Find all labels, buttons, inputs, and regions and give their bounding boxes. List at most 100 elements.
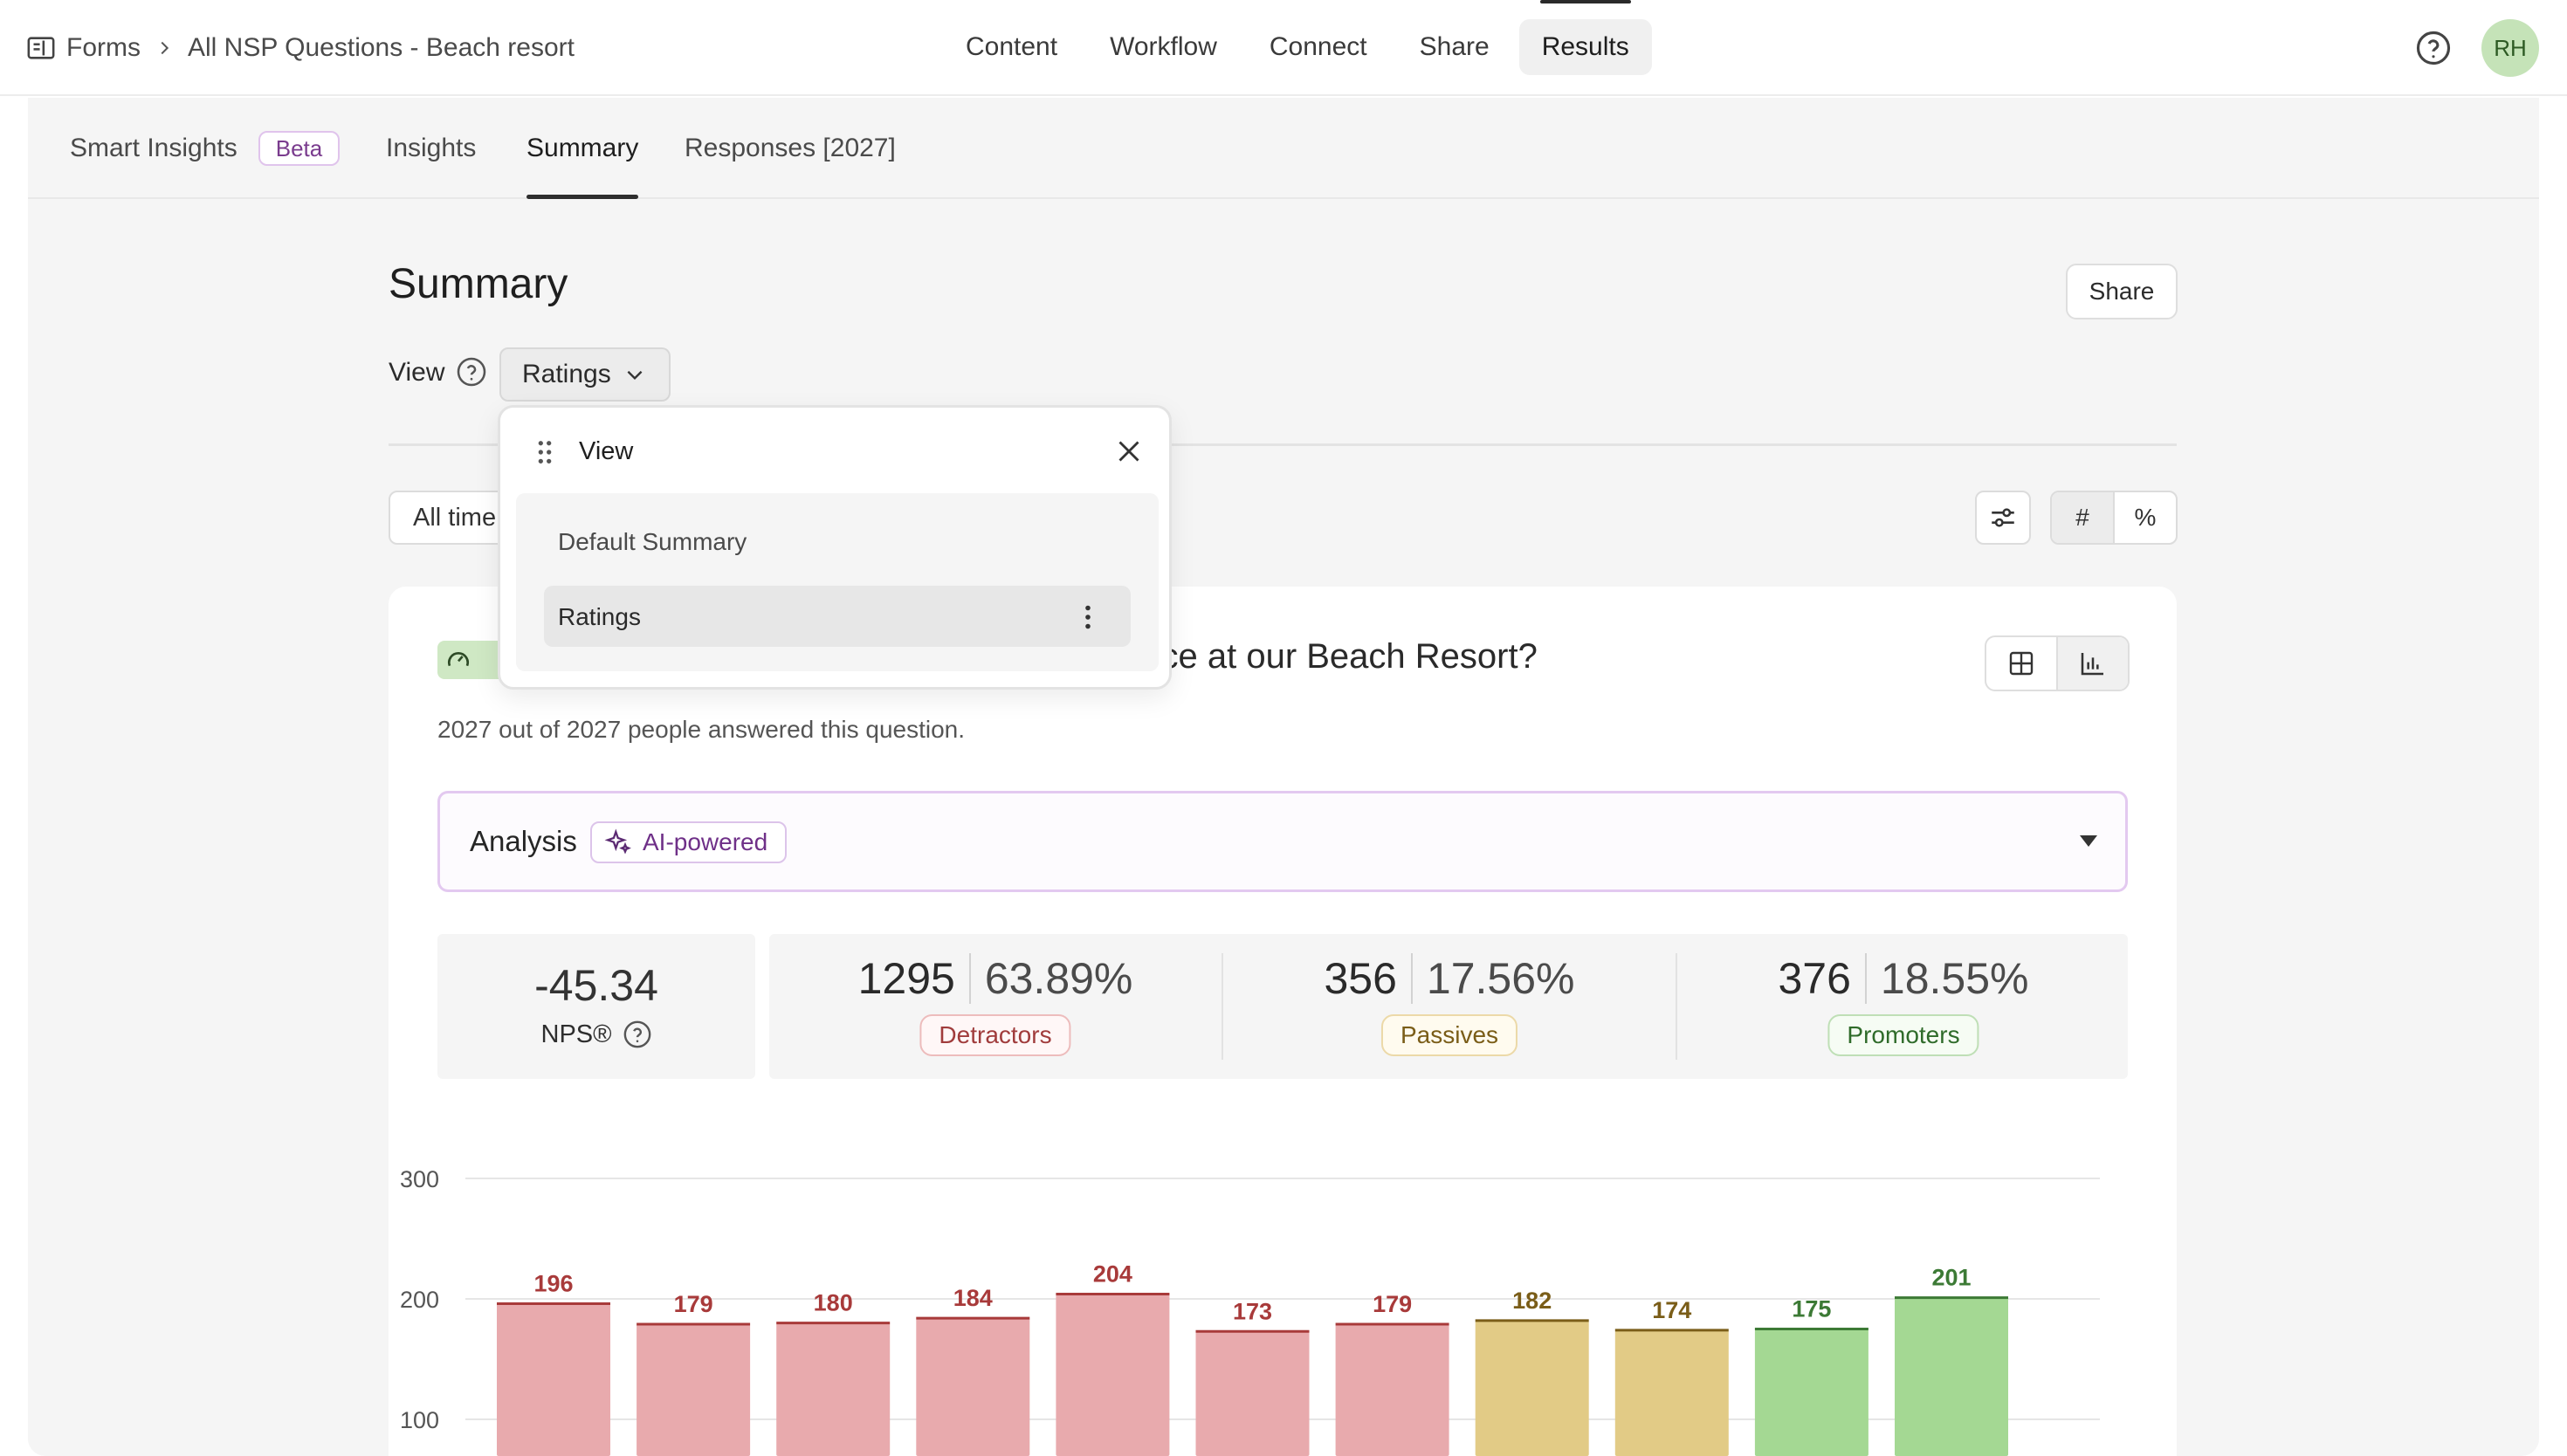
bar bbox=[1475, 1320, 1589, 1456]
tab-summary[interactable]: Summary bbox=[526, 98, 639, 199]
passives-badge: Passives bbox=[1380, 1014, 1518, 1056]
page-title: Summary bbox=[389, 261, 568, 307]
chevron-down-icon bbox=[627, 370, 643, 381]
caret-down-icon[interactable] bbox=[2080, 835, 2097, 847]
chart-view-button[interactable] bbox=[2056, 637, 2128, 690]
y-tick-label: 200 bbox=[400, 1287, 439, 1313]
drag-handle-icon[interactable] bbox=[535, 439, 554, 465]
view-popup: View Default Summary Ratings bbox=[498, 405, 1172, 690]
data-label: 180 bbox=[814, 1290, 853, 1316]
display-toggle bbox=[1985, 635, 2130, 691]
divider bbox=[1676, 953, 1677, 1060]
view-options: Default Summary Ratings bbox=[516, 493, 1159, 671]
help-icon[interactable] bbox=[623, 1020, 652, 1049]
share-button[interactable]: Share bbox=[2066, 264, 2178, 319]
nps-score-box: -45.34 NPS® bbox=[437, 934, 755, 1079]
gauge-icon bbox=[448, 651, 469, 667]
percent-toggle[interactable]: % bbox=[2134, 504, 2157, 531]
nps-stats: -45.34 NPS® 1295 63.89% Detractors 356 17.… bbox=[437, 934, 2128, 1079]
data-label: 201 bbox=[1931, 1265, 1971, 1291]
table-icon bbox=[2009, 651, 2034, 676]
data-label: 182 bbox=[1512, 1288, 1552, 1314]
breadcrumb: Forms All NSP Questions - Beach resort bbox=[26, 0, 575, 96]
bar bbox=[1195, 1331, 1310, 1456]
nps-label-text: NPS® bbox=[540, 1020, 612, 1048]
detractors-stat: 1295 63.89% Detractors bbox=[769, 934, 1222, 1079]
data-label: 196 bbox=[533, 1271, 573, 1297]
question-title: ence at our Beach Resort? bbox=[1122, 637, 1538, 676]
nps-question-type bbox=[437, 641, 507, 679]
results-tabs: Smart Insights Beta Insights Summary Res… bbox=[28, 98, 2539, 199]
breadcrumb-forms[interactable]: Forms bbox=[66, 33, 141, 62]
divider bbox=[389, 443, 2177, 446]
form-icon bbox=[27, 37, 55, 59]
more-vertical-icon[interactable] bbox=[1084, 605, 1092, 629]
ai-powered-label: AI-powered bbox=[643, 828, 768, 855]
breadcrumb-current[interactable]: All NSP Questions - Beach resort bbox=[188, 33, 575, 62]
count-toggle[interactable]: # bbox=[2052, 492, 2115, 543]
promoters-count: 376 bbox=[1778, 953, 1867, 1004]
bar bbox=[916, 1318, 1030, 1456]
passives-percent: 17.56% bbox=[1426, 954, 1575, 1003]
filter-settings-button[interactable] bbox=[1975, 491, 2031, 545]
bar bbox=[776, 1322, 891, 1456]
passives-stat: 356 17.56% Passives bbox=[1223, 934, 1676, 1079]
ai-powered-badge: AI-powered bbox=[590, 821, 788, 863]
nps-score: -45.34 bbox=[534, 961, 658, 1010]
close-icon[interactable] bbox=[1113, 436, 1145, 467]
popup-title: View bbox=[579, 437, 634, 465]
avatar[interactable]: RH bbox=[2481, 19, 2539, 77]
data-label: 174 bbox=[1652, 1297, 1691, 1323]
chevron-right-icon bbox=[161, 41, 169, 55]
passives-count: 356 bbox=[1324, 953, 1413, 1004]
data-label: 184 bbox=[953, 1285, 993, 1311]
count-percent-toggle: # % bbox=[2050, 491, 2178, 545]
view-option-default-summary[interactable]: Default Summary bbox=[558, 528, 747, 555]
promoters-stat: 376 18.55% Promoters bbox=[1677, 934, 2130, 1079]
nps-groups: 1295 63.89% Detractors 356 17.56% Passives… bbox=[769, 934, 2128, 1079]
data-label: 173 bbox=[1233, 1298, 1272, 1324]
sliders-icon bbox=[1992, 508, 2014, 527]
tab-responses[interactable]: Responses [2027] bbox=[685, 134, 896, 162]
bar bbox=[497, 1303, 610, 1456]
view-option-ratings-label: Ratings bbox=[558, 603, 641, 630]
sparkle-icon bbox=[604, 828, 631, 855]
promoters-percent: 18.55% bbox=[1880, 954, 2029, 1003]
nav-connect[interactable]: Connect bbox=[1269, 32, 1367, 61]
nav-results[interactable]: Results bbox=[1518, 0, 1652, 75]
tab-insights[interactable]: Insights bbox=[386, 134, 477, 162]
y-tick-label: 100 bbox=[400, 1407, 439, 1433]
data-label: 175 bbox=[1792, 1296, 1831, 1322]
view-option-ratings[interactable]: Ratings bbox=[544, 586, 1131, 647]
view-label: View bbox=[389, 358, 445, 387]
nps-label: NPS® bbox=[437, 1020, 755, 1049]
detractors-badge: Detractors bbox=[919, 1014, 1071, 1056]
bar bbox=[1614, 1329, 1729, 1456]
bar bbox=[637, 1323, 751, 1456]
view-select[interactable]: Ratings bbox=[499, 347, 671, 402]
table-view-button[interactable] bbox=[1986, 637, 2056, 690]
nav-share[interactable]: Share bbox=[1419, 32, 1490, 61]
analysis-section[interactable]: Analysis AI-powered bbox=[437, 791, 2128, 892]
tab-smart-insights[interactable]: Smart Insights Beta bbox=[70, 98, 341, 199]
top-bar: Forms All NSP Questions - Beach resort C… bbox=[0, 0, 2567, 96]
nps-bar-chart: 100 200 300 196 179 180 184 204 173 179 182 174 175 2… bbox=[400, 1166, 2100, 1456]
help-icon[interactable] bbox=[2415, 30, 2452, 66]
main-nav: Content Workflow Connect Share Results bbox=[943, 0, 1652, 75]
tab-smart-insights-label: Smart Insights bbox=[70, 134, 237, 162]
nav-content[interactable]: Content bbox=[966, 32, 1058, 61]
bar bbox=[1895, 1297, 2008, 1456]
help-icon[interactable] bbox=[456, 356, 487, 388]
detractors-count: 1295 bbox=[858, 953, 971, 1004]
answered-count: 2027 out of 2027 people answered this qu… bbox=[437, 716, 966, 743]
nav-workflow[interactable]: Workflow bbox=[1110, 32, 1217, 61]
bar bbox=[1056, 1294, 1170, 1456]
analysis-label: Analysis bbox=[470, 825, 577, 857]
y-tick-label: 300 bbox=[400, 1166, 439, 1192]
promoters-badge: Promoters bbox=[1827, 1014, 1979, 1056]
bar-chart-icon bbox=[2081, 653, 2103, 676]
bar bbox=[1754, 1329, 1868, 1456]
beta-badge: Beta bbox=[258, 131, 341, 166]
detractors-percent: 63.89% bbox=[984, 954, 1133, 1003]
bar bbox=[1335, 1323, 1449, 1456]
